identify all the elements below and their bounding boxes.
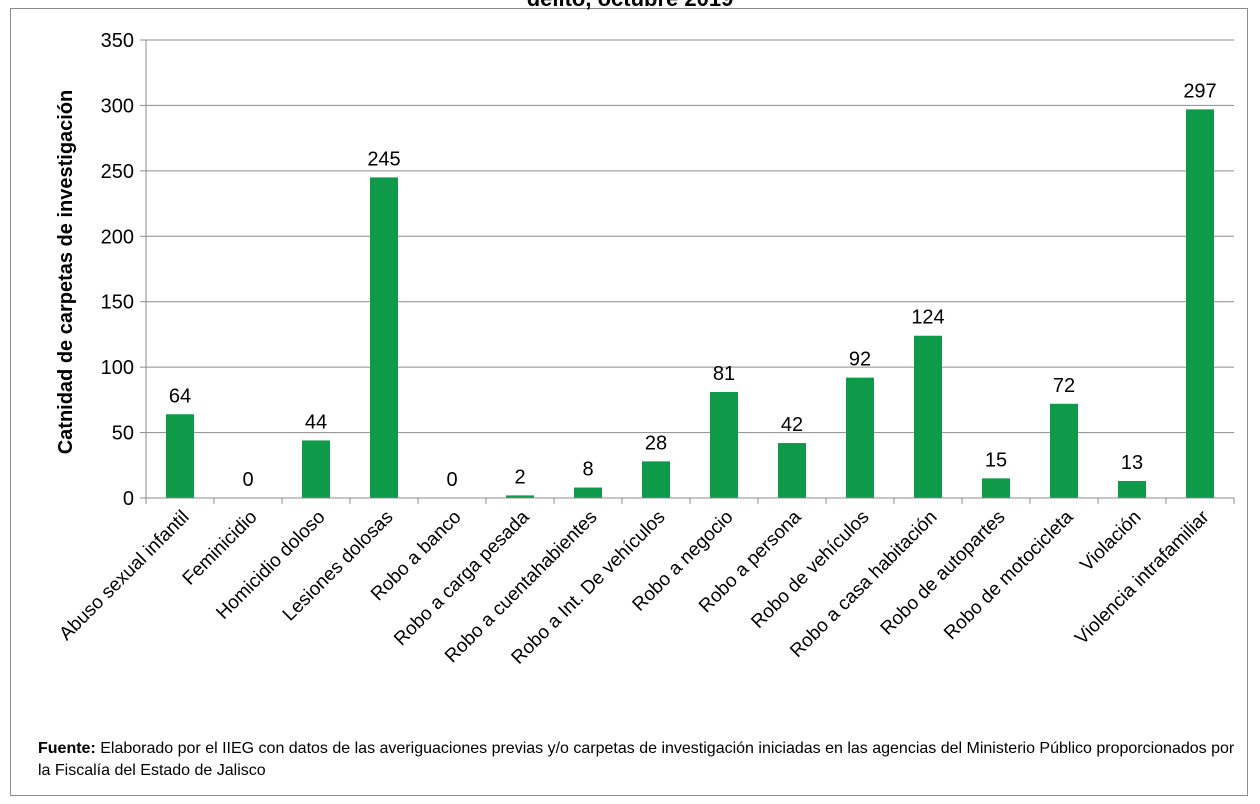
bar bbox=[710, 392, 738, 498]
y-tick-label: 0 bbox=[123, 488, 134, 510]
bar bbox=[1118, 480, 1146, 498]
y-tick-label: 300 bbox=[101, 95, 134, 117]
x-tick-label: Robo de vehículos bbox=[747, 507, 873, 633]
source-label: Fuente: bbox=[38, 740, 96, 757]
x-tick-label: Robo de autopartes bbox=[877, 507, 1010, 640]
bar bbox=[914, 335, 942, 498]
chart-frame bbox=[10, 8, 1248, 796]
bar bbox=[982, 478, 1010, 498]
x-tick-label: Robo a carga pesada bbox=[390, 506, 534, 650]
data-label: 28 bbox=[645, 432, 667, 454]
x-tick-label: Robo de motocicleta bbox=[940, 506, 1078, 644]
data-label: 8 bbox=[582, 459, 593, 481]
bar bbox=[1050, 403, 1078, 498]
y-tick-label: 350 bbox=[101, 30, 134, 52]
data-label: 0 bbox=[446, 469, 457, 491]
x-tick-label: Violencia intrafamiliar bbox=[1071, 506, 1214, 649]
bar bbox=[506, 495, 534, 498]
data-label: 44 bbox=[305, 411, 327, 433]
source-text: Elaborado por el IIEG con datos de las a… bbox=[38, 740, 1235, 779]
y-tick-label: 200 bbox=[101, 226, 134, 248]
chart-title: delito, octubre 2019 bbox=[0, 0, 1260, 12]
y-tick-label: 50 bbox=[112, 423, 134, 445]
data-label: 81 bbox=[713, 363, 735, 385]
x-tick-label: Violación bbox=[1076, 507, 1145, 576]
data-label: 92 bbox=[849, 349, 871, 371]
bar bbox=[166, 414, 194, 498]
y-tick-label: 150 bbox=[101, 292, 134, 314]
bar bbox=[642, 461, 670, 498]
data-label: 42 bbox=[781, 414, 803, 436]
data-label: 72 bbox=[1053, 375, 1075, 397]
data-label: 297 bbox=[1183, 80, 1216, 102]
bar bbox=[370, 177, 398, 498]
data-label: 13 bbox=[1121, 452, 1143, 474]
source-note: Fuente: Elaborado por el IIEG con datos … bbox=[38, 738, 1238, 782]
data-label: 15 bbox=[985, 449, 1007, 471]
bar bbox=[1186, 109, 1214, 499]
y-axis-label: Catnidad de carpetas de investigación bbox=[55, 90, 77, 455]
data-label: 124 bbox=[911, 307, 944, 329]
bar bbox=[778, 443, 806, 498]
bar bbox=[574, 487, 602, 498]
x-tick-label: Abuso sexual infantil bbox=[55, 507, 193, 645]
y-tick-label: 100 bbox=[101, 357, 134, 379]
data-label: 2 bbox=[514, 466, 525, 488]
data-label: 245 bbox=[367, 148, 400, 170]
bar bbox=[846, 377, 874, 498]
bar bbox=[302, 440, 330, 498]
data-label: 64 bbox=[169, 385, 191, 407]
y-tick-label: 250 bbox=[101, 161, 134, 183]
data-label: 0 bbox=[242, 469, 253, 491]
